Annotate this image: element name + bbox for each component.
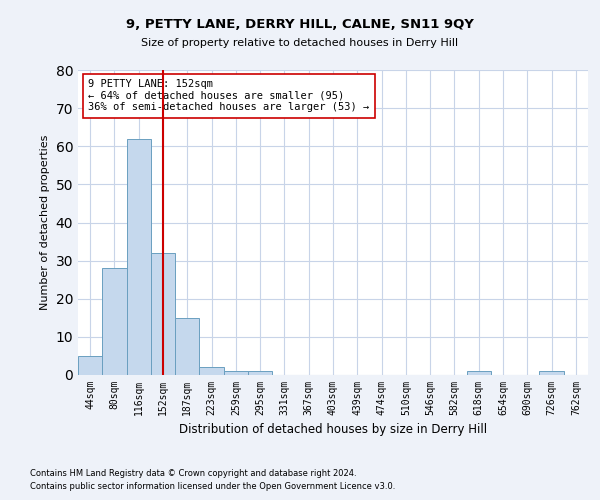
Bar <box>102 268 127 375</box>
Bar <box>199 368 224 375</box>
X-axis label: Distribution of detached houses by size in Derry Hill: Distribution of detached houses by size … <box>179 424 487 436</box>
Bar <box>175 318 199 375</box>
Bar <box>78 356 102 375</box>
Text: Contains public sector information licensed under the Open Government Licence v3: Contains public sector information licen… <box>30 482 395 491</box>
Bar <box>151 253 175 375</box>
Bar <box>539 371 564 375</box>
Bar <box>467 371 491 375</box>
Bar <box>224 371 248 375</box>
Bar <box>248 371 272 375</box>
Text: Size of property relative to detached houses in Derry Hill: Size of property relative to detached ho… <box>142 38 458 48</box>
Text: 9 PETTY LANE: 152sqm
← 64% of detached houses are smaller (95)
36% of semi-detac: 9 PETTY LANE: 152sqm ← 64% of detached h… <box>88 79 370 112</box>
Text: 9, PETTY LANE, DERRY HILL, CALNE, SN11 9QY: 9, PETTY LANE, DERRY HILL, CALNE, SN11 9… <box>126 18 474 30</box>
Bar <box>127 138 151 375</box>
Text: Contains HM Land Registry data © Crown copyright and database right 2024.: Contains HM Land Registry data © Crown c… <box>30 468 356 477</box>
Y-axis label: Number of detached properties: Number of detached properties <box>40 135 50 310</box>
